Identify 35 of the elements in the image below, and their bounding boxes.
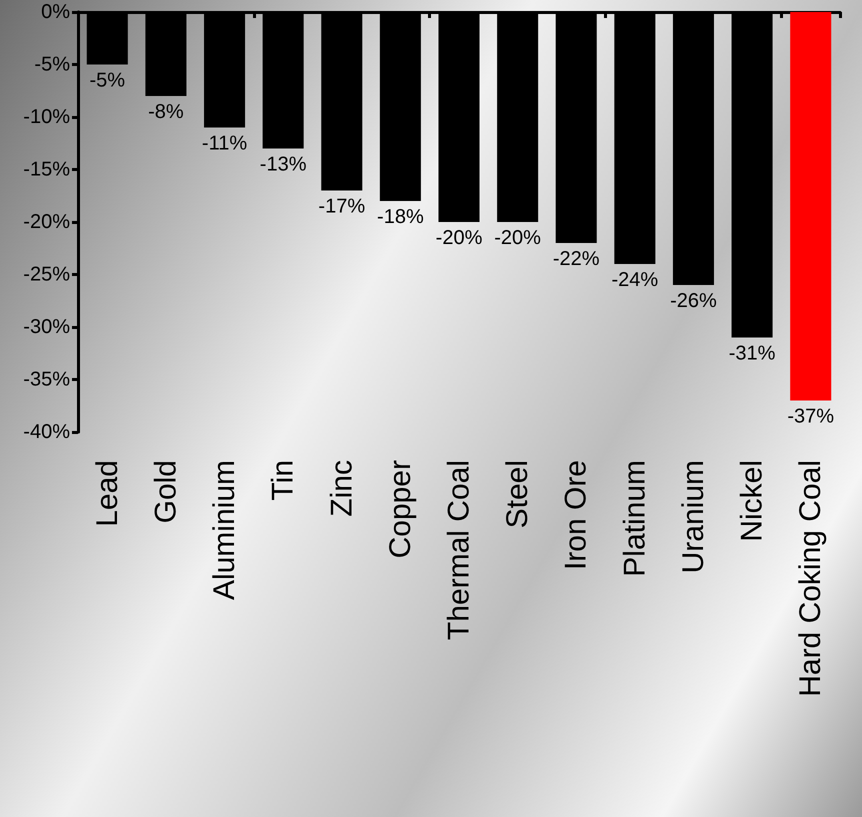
x-tick-label: Tin [266,460,300,501]
data-label: -24% [611,269,658,291]
data-label: -20% [494,227,542,249]
x-tick-label: Steel [501,460,534,528]
x-tick-label: Lead [90,460,124,527]
data-label: -17% [318,196,366,218]
x-tick-label: Platinum [618,460,652,577]
data-label: -26% [670,290,718,312]
data-label: -8% [148,101,184,123]
x-tick-label: Aluminium [208,460,242,600]
y-tick-label: -5% [34,54,70,76]
x-tick-label: Copper [384,460,417,558]
y-tick-label: -40% [23,421,70,443]
x-tick-label: Thermal Coal [442,460,476,640]
y-tick-label: -10% [23,106,70,128]
x-tick-label: Gold [149,460,182,524]
x-tick-label: Uranium [676,460,710,574]
data-label: -31% [728,342,776,364]
y-tick-label: 0% [41,1,70,23]
data-label: -22% [552,248,600,270]
y-tick-label: -30% [23,316,70,338]
y-tick-label: -35% [23,368,70,390]
data-label: -13% [260,154,307,176]
y-tick-label: -25% [23,264,70,286]
data-label: -20% [436,227,483,249]
data-label: -5% [90,70,126,92]
x-tick-label: Hard Coking Coal [794,460,828,697]
data-label: -37% [787,406,834,428]
x-tick-label: Zinc [325,460,358,517]
data-label: -18% [377,206,424,228]
x-tick-label: Nickel [736,460,769,542]
y-tick-label: -20% [23,211,70,233]
y-tick-label: -15% [23,158,70,180]
data-label: -11% [202,132,248,154]
x-tick-label: Iron Ore [560,460,593,570]
